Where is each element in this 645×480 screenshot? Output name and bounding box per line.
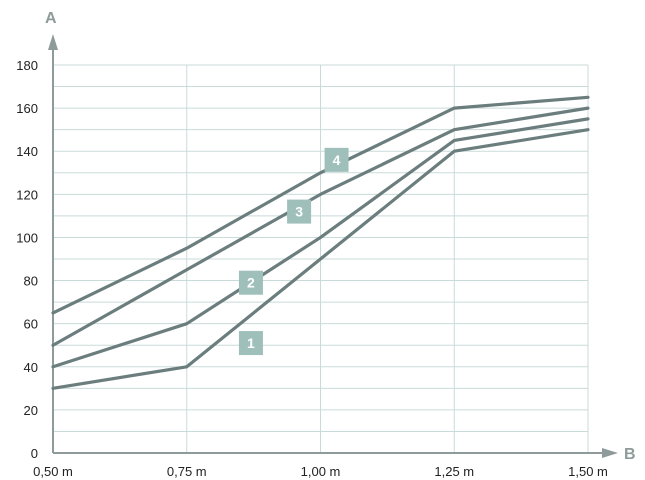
series-badge-1: 1 xyxy=(238,331,263,356)
x-tick-label: 1,25 m xyxy=(434,464,474,479)
axes: A B xyxy=(45,10,636,463)
series-badge-label: 2 xyxy=(247,275,255,291)
series-badge-4: 4 xyxy=(324,147,349,172)
series-line-1 xyxy=(51,128,590,390)
y-tick-label: 0 xyxy=(31,446,38,461)
series-badge-box xyxy=(287,199,312,224)
x-axis-arrow-icon xyxy=(602,448,618,458)
x-axis-title: B xyxy=(624,446,636,463)
y-tick-label: 40 xyxy=(24,360,38,375)
y-tick-label: 60 xyxy=(24,317,38,332)
series-badge-label: 4 xyxy=(333,152,341,168)
y-tick-label: 20 xyxy=(24,403,38,418)
y-tick-label: 140 xyxy=(16,144,38,159)
series-badge-label: 3 xyxy=(295,204,303,220)
series-line-4 xyxy=(51,95,590,315)
y-tick-label: 80 xyxy=(24,274,38,289)
x-tick-label: 1,50 m xyxy=(568,464,608,479)
series-line-2 xyxy=(51,117,590,369)
series-badge-3: 3 xyxy=(287,199,312,224)
x-tick-label: 0,50 m xyxy=(33,464,73,479)
y-axis-title: A xyxy=(45,10,57,27)
x-tick-label: 1,00 m xyxy=(301,464,341,479)
series-badge-box xyxy=(238,270,263,295)
x-tick-label: 0,75 m xyxy=(167,464,207,479)
series-badges: 1 2 3 4 xyxy=(238,147,349,356)
y-tick-label: 100 xyxy=(16,230,38,245)
series-badge-box xyxy=(238,331,263,356)
series-line-3 xyxy=(51,106,590,347)
series-badge-label: 1 xyxy=(247,335,255,351)
y-tick-label: 120 xyxy=(16,187,38,202)
y-axis-arrow-icon xyxy=(48,34,58,50)
tick-labels: 0 20 40 60 80 100 120 140 160 180 0,50 m 0,75 m 1,00… xyxy=(16,58,608,479)
series-badge-box xyxy=(324,147,349,172)
y-tick-label: 180 xyxy=(16,58,38,73)
series-badge-2: 2 xyxy=(238,270,263,295)
y-tick-label: 160 xyxy=(16,101,38,116)
series-lines xyxy=(51,95,590,390)
